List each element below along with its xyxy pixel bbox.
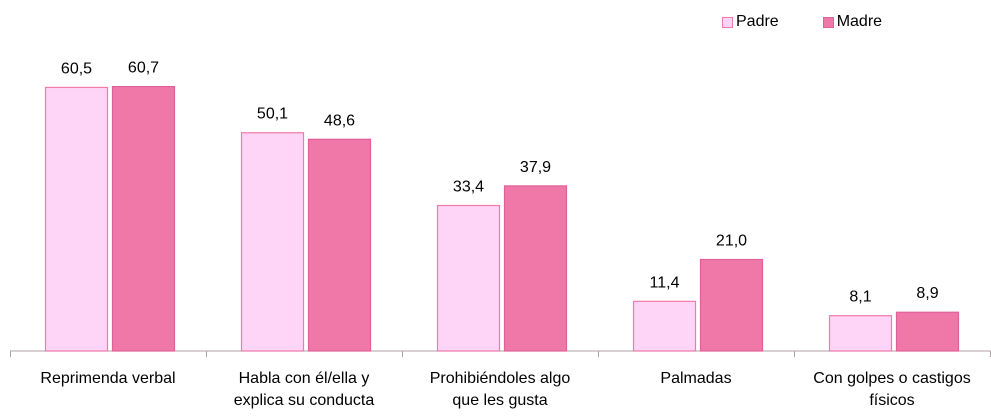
category-label: Palmadas — [601, 368, 791, 390]
data-label-madre: 21,0 — [716, 233, 747, 250]
category-label-line: Con golpes o castigos — [813, 370, 971, 387]
category-label-line: Prohibiéndoles algo — [429, 370, 571, 387]
bar-padre — [828, 315, 893, 352]
category-label-line: físicos — [869, 392, 915, 409]
bar-padre — [240, 132, 305, 352]
category-label: Reprimenda verbal — [13, 368, 203, 390]
bar-madre — [895, 311, 960, 352]
data-label-madre: 8,9 — [916, 285, 938, 302]
data-label-madre: 60,7 — [128, 60, 159, 77]
legend-swatch-madre — [822, 16, 834, 28]
legend-item-padre: Padre — [722, 13, 779, 31]
category-label: Prohibiéndoles algo que les gusta — [405, 368, 595, 412]
legend-swatch-padre — [722, 16, 733, 28]
bar-padre — [436, 204, 501, 352]
bar-padre — [44, 86, 109, 352]
bar-madre — [111, 85, 176, 352]
data-label-padre: 50,1 — [257, 106, 288, 123]
data-label-padre: 8,1 — [849, 289, 871, 306]
data-label-padre: 11,4 — [650, 274, 680, 291]
category-label-line: Reprimenda verbal — [40, 370, 176, 387]
category-label: Con golpes o castigos físicos — [797, 368, 987, 412]
category-label-line: que les gusta — [452, 392, 548, 409]
chart-legend: Padre Madre — [722, 13, 926, 31]
data-label-padre: 60,5 — [61, 60, 92, 77]
legend-item-madre: Madre — [822, 13, 883, 31]
category-label-line: Habla con él/ella y — [238, 370, 370, 387]
bar-padre — [632, 300, 697, 352]
legend-label-padre: Padre — [736, 13, 779, 30]
bar-madre — [307, 138, 372, 352]
bar-madre — [699, 258, 764, 352]
category-label-line: explica su conducta — [233, 392, 375, 409]
data-label-padre: 33,4 — [453, 178, 484, 195]
data-label-madre: 37,9 — [520, 159, 551, 176]
bar-madre — [503, 185, 568, 352]
category-label: Habla con él/ella y explica su conducta — [209, 368, 399, 412]
data-label-madre: 48,6 — [324, 112, 355, 129]
legend-label-madre: Madre — [836, 13, 883, 30]
category-label-line: Palmadas — [660, 370, 732, 387]
